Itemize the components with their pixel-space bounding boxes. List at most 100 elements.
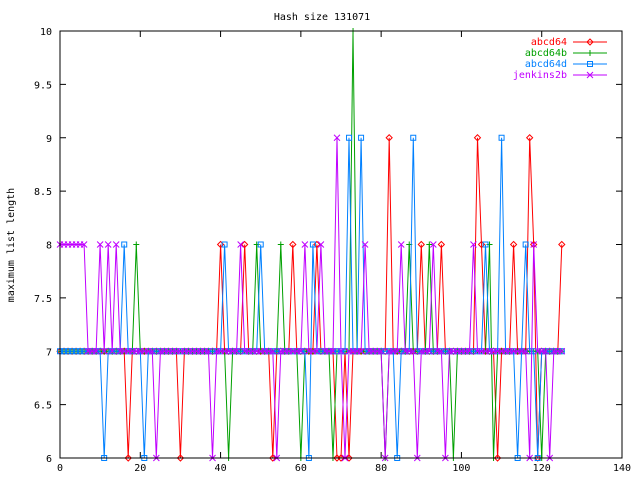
data-point (240, 240, 249, 249)
data-point (530, 348, 537, 355)
series-line-abcd64d (60, 137, 562, 459)
data-point (277, 241, 284, 248)
data-point (346, 134, 353, 141)
legend-label-jenkins2b: jenkins2b (513, 70, 567, 81)
data-point (133, 241, 140, 248)
data-point (108, 347, 116, 355)
data-point (382, 348, 389, 355)
series-line-abcd64 (60, 137, 563, 459)
series-line-jenkins2b (60, 137, 562, 459)
data-point (542, 347, 550, 355)
data-point (113, 348, 120, 355)
legend-label-abcd64b: abcd64b (525, 48, 567, 59)
data-point (493, 454, 502, 462)
y-tick-label: 8.5 (34, 187, 52, 198)
x-tick-label: 0 (57, 463, 63, 474)
data-point (69, 348, 76, 355)
data-point (97, 348, 104, 355)
legend-label-abcd64d: abcd64d (525, 59, 567, 70)
data-point (417, 240, 425, 249)
data-point (317, 241, 325, 248)
data-point (333, 348, 340, 355)
data-point (398, 348, 405, 355)
data-point (482, 241, 489, 248)
data-point (329, 347, 337, 355)
data-point (209, 348, 216, 355)
data-point (522, 347, 530, 355)
data-point (233, 347, 240, 355)
data-point (289, 240, 297, 249)
data-point (237, 241, 244, 248)
data-point (470, 348, 477, 355)
data-point (429, 241, 437, 248)
x-tick-label: 100 (452, 463, 470, 474)
data-point (105, 348, 112, 355)
data-point (301, 348, 308, 355)
series-abcd64d (57, 134, 565, 461)
x-tick-label: 40 (215, 463, 227, 474)
data-point (92, 347, 100, 355)
data-point (317, 348, 324, 355)
y-tick-label: 9.5 (34, 80, 52, 91)
data-point (377, 347, 385, 355)
x-tick-label: 20 (134, 463, 146, 474)
data-point (470, 241, 477, 248)
data-point (546, 348, 553, 355)
data-point (409, 347, 417, 355)
data-point (297, 347, 305, 355)
data-point (509, 240, 518, 249)
y-tick-label: 7.5 (34, 294, 52, 305)
data-point (385, 134, 393, 142)
data-point (525, 134, 534, 142)
data-point (558, 240, 566, 249)
plot-frame (59, 30, 623, 459)
data-point (153, 348, 160, 355)
data-point (333, 134, 341, 142)
legend-label-abcd64: abcd64 (531, 37, 567, 48)
y-tick-label: 6 (46, 454, 52, 465)
data-point (301, 241, 309, 248)
data-point (358, 134, 365, 141)
data-point (65, 348, 72, 355)
data-point (100, 347, 108, 355)
data-point (61, 348, 68, 355)
data-point (397, 241, 405, 248)
y-tick-label: 9 (46, 134, 52, 145)
data-point (77, 348, 84, 355)
data-point (96, 241, 104, 248)
data-point (361, 241, 369, 248)
data-point (498, 134, 505, 141)
data-point (426, 241, 433, 248)
x-tick-label: 120 (533, 463, 551, 474)
data-point (73, 348, 80, 355)
data-point (357, 347, 365, 355)
data-point (414, 348, 421, 355)
data-point (313, 347, 321, 355)
y-tick-label: 6.5 (34, 401, 52, 412)
legend-marker-abcd64d (587, 61, 593, 67)
data-point (337, 347, 345, 355)
data-point (410, 134, 417, 141)
data-point (269, 454, 277, 462)
data-point (558, 347, 566, 355)
series-abcd64 (56, 134, 566, 462)
data-point (393, 347, 401, 355)
legend-marker-abcd64 (586, 38, 594, 46)
series-jenkins2b (56, 134, 566, 462)
data-point (442, 348, 449, 355)
y-tick-label: 7 (46, 347, 52, 358)
data-point (257, 241, 264, 248)
data-point (176, 454, 185, 462)
y-tick-label: 8 (46, 241, 52, 252)
series-layer (56, 28, 566, 462)
data-point (309, 241, 316, 248)
data-point (80, 241, 88, 248)
data-point (438, 347, 445, 355)
data-point (473, 134, 482, 142)
data-point (237, 348, 244, 355)
x-tick-label: 60 (295, 463, 307, 474)
data-point (362, 348, 369, 355)
data-point (124, 454, 132, 462)
